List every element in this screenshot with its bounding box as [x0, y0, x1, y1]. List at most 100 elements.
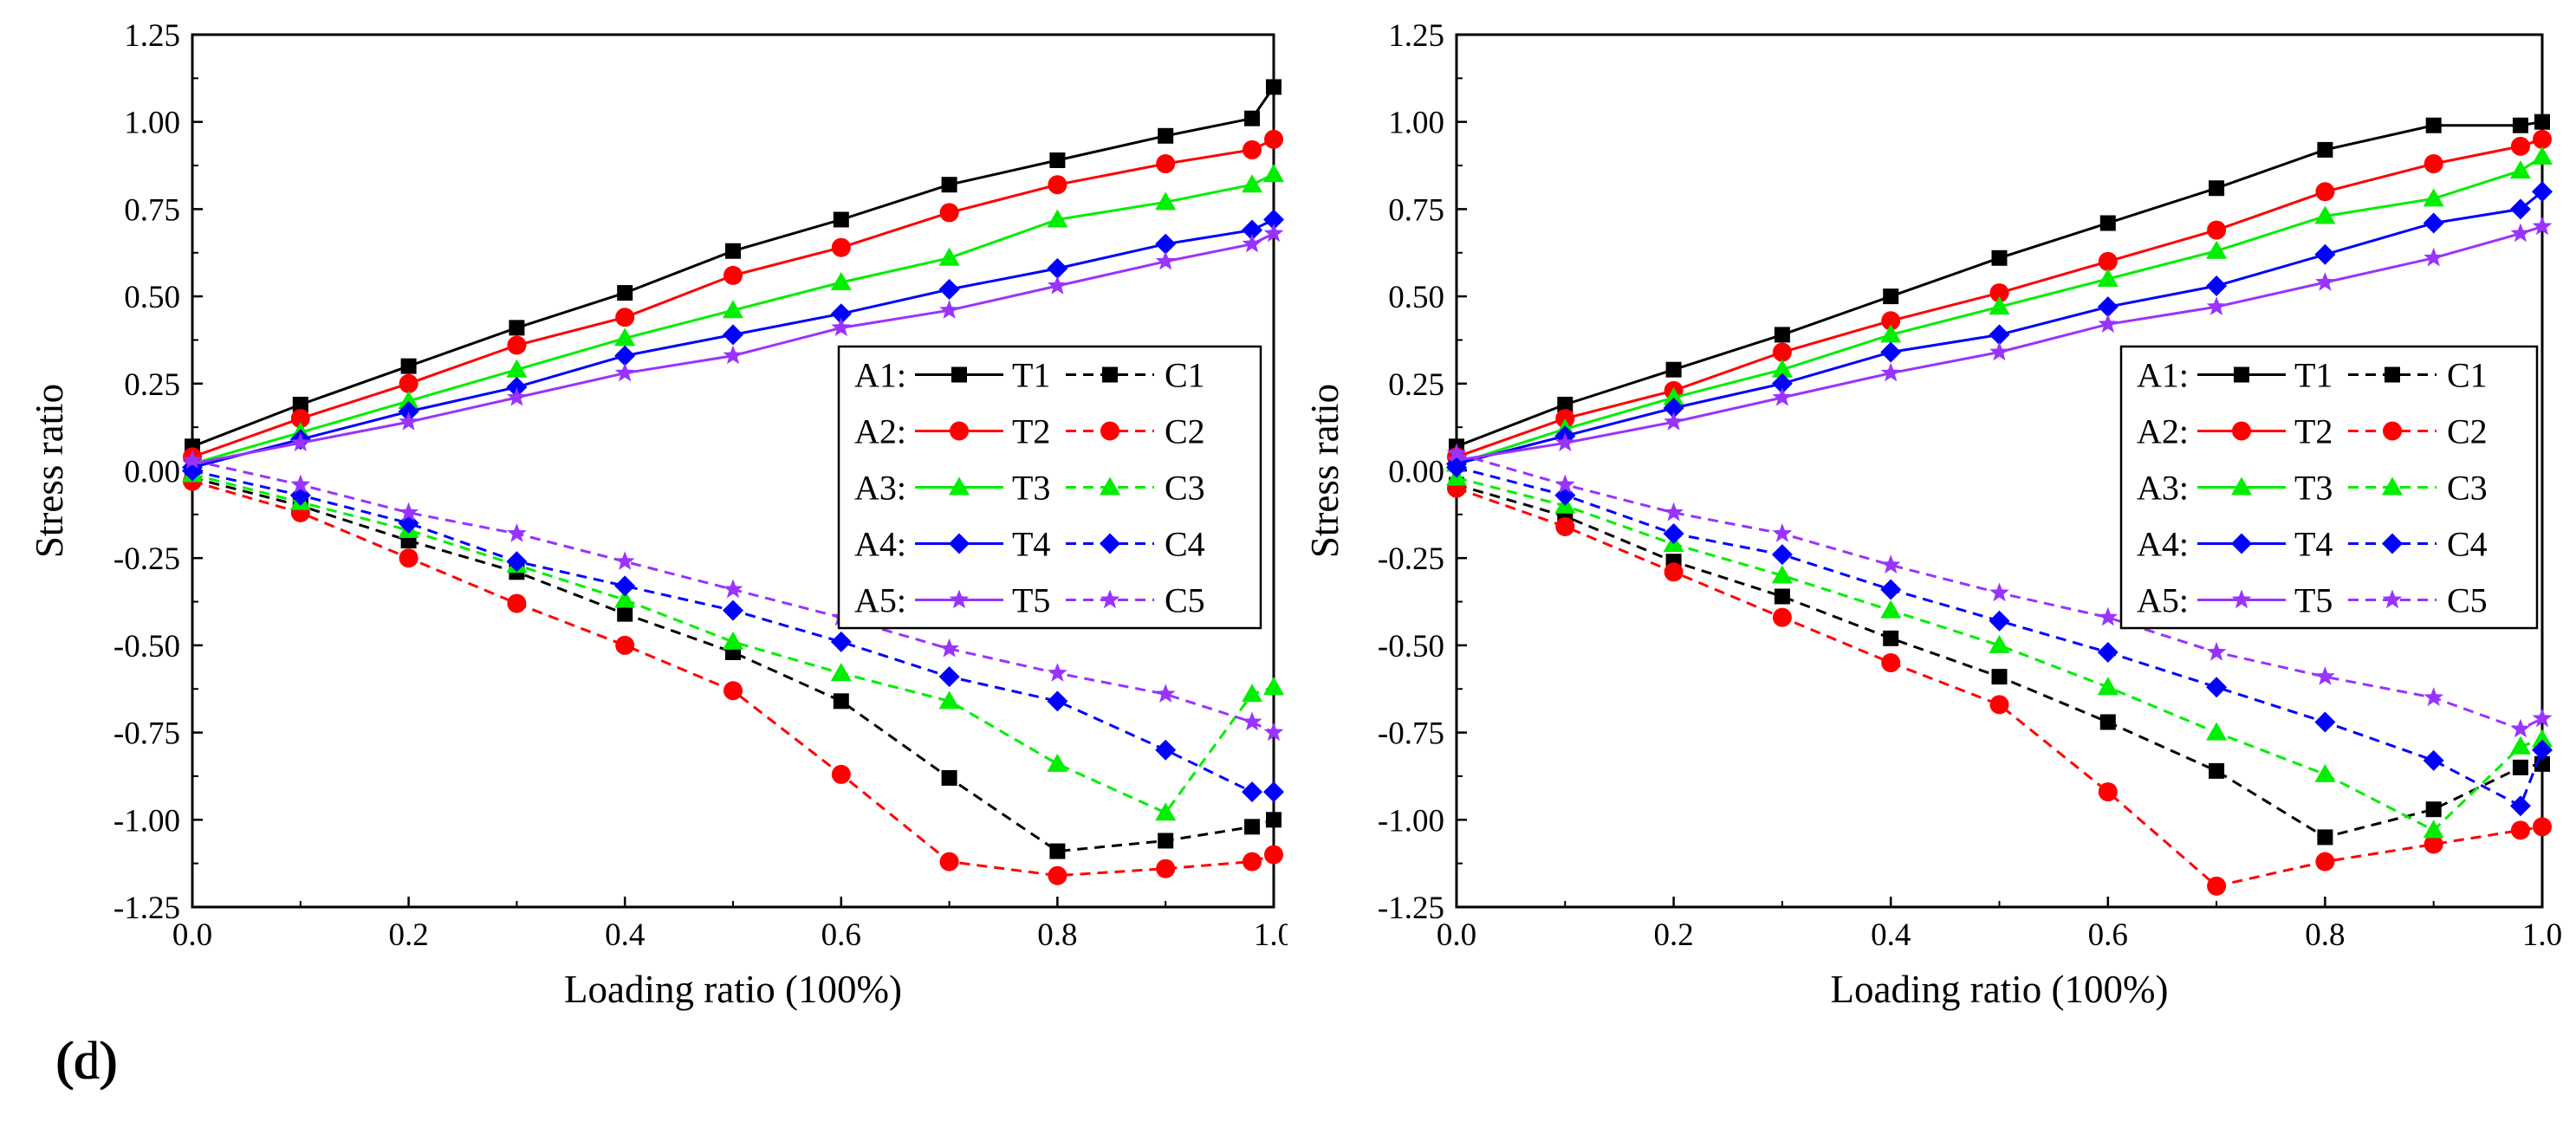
chart-d-ytick-label: -1.25	[1378, 891, 1444, 926]
chart-c-xtick-label: 0.8	[1037, 917, 1077, 953]
chart-c-point-C3	[830, 663, 852, 682]
chart-d-series-T1	[1449, 113, 2550, 455]
chart-c-point-C3	[1155, 802, 1177, 821]
chart-d-ytick-label: 1.25	[1388, 18, 1444, 54]
chart-d-point-C4	[1663, 523, 1684, 545]
chart-c-legend-box	[837, 345, 1262, 630]
chart-c-point-C5	[399, 502, 419, 522]
chart-d-point-T1	[1557, 396, 1574, 412]
chart-d-point-C1	[2317, 829, 2333, 846]
chart-d-ytick-label: 0.75	[1388, 192, 1444, 228]
chart-c-point-T3	[1047, 209, 1068, 228]
chart-c-xtick-label: 0.6	[821, 917, 861, 953]
chart-c-legend-row-label: A3:	[854, 469, 906, 508]
chart-c-point-C5	[507, 523, 527, 542]
chart-c-point-C4	[1047, 690, 1068, 712]
chart-c-point-C4	[723, 599, 743, 621]
chart-c-legend: A1: T1 C1 A2: T2 C2 A3: T3 C3 A4: T4 C4 A5: T5 C5	[837, 345, 1262, 630]
chart-d-point-T1	[2512, 117, 2528, 133]
chart-panel-d: 1.25 1.00 0.75 0.50 0.25 0.00 -0.25 -0.50 -0.75 -…	[1288, 0, 2575, 1134]
chart-d-point-T1	[1883, 288, 1899, 305]
chart-c-legend-row-label: A4:	[854, 525, 906, 564]
chart-c-point-T2	[939, 203, 959, 223]
chart-d-legend-label-T4: T4	[2294, 525, 2333, 564]
chart-c-legend-label-C1: C1	[1165, 356, 1205, 395]
chart-d-legend-marker-C2	[2383, 421, 2402, 441]
chart-c-line-C1	[191, 476, 1275, 853]
chart-d-point-T1	[2534, 113, 2550, 130]
chart-d-line-T4	[1456, 191, 2543, 465]
chart-c-point-C1	[1158, 833, 1174, 849]
chart-c-point-T2	[831, 237, 851, 257]
chart-c-legend-marker-T2	[950, 421, 969, 441]
chart-c-point-T3	[938, 247, 960, 266]
chart-d-point-T5	[2315, 272, 2335, 291]
chart-c-point-C2	[399, 548, 419, 568]
chart-d-point-T2	[2315, 182, 2335, 202]
chart-d-point-C2	[1772, 607, 1792, 627]
chart-d-point-C2	[2098, 782, 2118, 802]
chart-c-legend-label-C2: C2	[1165, 412, 1205, 451]
chart-d-point-C4	[1880, 579, 1902, 600]
chart-c-point-T5	[614, 362, 635, 382]
chart-c-point-T4	[1242, 219, 1263, 241]
chart-d-legend-row-label: A1:	[2137, 356, 2189, 395]
chart-d-point-C1	[1774, 588, 1790, 605]
chart-d-point-C3	[2532, 729, 2553, 748]
chart-c-point-C2	[723, 681, 743, 701]
chart-d-point-C3	[1880, 599, 1902, 619]
chart-c-legend-label-T5: T5	[1012, 581, 1050, 620]
chart-d-point-T5	[2098, 314, 2119, 333]
chart-c-point-C1	[1244, 819, 1261, 835]
chart-c-point-T4	[1047, 257, 1068, 279]
chart-c-line-T2	[191, 138, 1275, 458]
chart-d-line-C3	[1456, 476, 2543, 833]
chart-c-legend-marker-C5	[1100, 589, 1120, 609]
chart-d-legend-marker-C4	[2382, 533, 2403, 554]
chart-c-point-T5	[939, 300, 959, 319]
chart-d-point-C3	[2097, 677, 2119, 696]
chart-d-legend: A1: T1 C1 A2: T2 C2 A3: T3 C3 A4: T4 C4 A5: T5 C5	[2119, 345, 2539, 630]
chart-d-point-C1	[2512, 759, 2528, 775]
chart-d-series-C4	[1446, 457, 2553, 817]
chart-c-legend-label-C3: C3	[1165, 469, 1205, 508]
chart-d-line-T5	[1456, 225, 2543, 462]
chart-d-point-T3	[2423, 188, 2444, 207]
chart-c-xtick-label: 1.0	[1254, 917, 1288, 953]
chart-d-legend-row-label: A3:	[2137, 469, 2189, 508]
chart-c-series-C3	[182, 463, 1284, 821]
chart-c-point-T1	[1158, 127, 1174, 144]
chart-c-series-C2	[183, 471, 1283, 885]
chart-c-point-C5	[614, 551, 635, 570]
chart-d-xlabel: Loading ratio (100%)	[1831, 968, 2169, 1011]
chart-c-point-T4	[614, 345, 636, 366]
chart-d-legend-row-label: A5:	[2137, 581, 2189, 620]
chart-c-legend-row-label: A2:	[854, 412, 906, 451]
chart-c-legend-label-T2: T2	[1012, 412, 1050, 451]
chart-c-point-C2	[831, 764, 851, 784]
chart-c-point-T4	[830, 303, 852, 325]
chart-d-legend-row-label: A4:	[2137, 525, 2189, 564]
chart-d-point-C2	[2533, 817, 2552, 837]
chart-c-point-C1	[1266, 812, 1282, 828]
chart-d-point-C4	[2423, 749, 2444, 771]
chart-c-point-C4	[1263, 781, 1284, 803]
chart-c-point-T2	[1243, 139, 1262, 159]
chart-d-point-C5	[1664, 502, 1684, 522]
chart-c-line-T4	[191, 218, 1275, 469]
chart-c-point-T5	[290, 432, 311, 451]
chart-c-point-C3	[1242, 684, 1263, 703]
chart-d-point-T1	[2317, 141, 2333, 158]
chart-d-point-T3	[1771, 359, 1793, 378]
chart-c-point-T5	[831, 317, 852, 337]
chart-d-legend-label-T2: T2	[2294, 412, 2333, 451]
chart-c-legend-marker-T5	[949, 589, 970, 609]
chart-d-ytick-label: -0.25	[1378, 541, 1444, 577]
chart-c-point-C5	[1048, 663, 1067, 682]
chart-c-point-C2	[1264, 845, 1283, 865]
chart-d-line-C2	[1456, 487, 2543, 888]
chart-c-xtick-label: 0.4	[605, 917, 645, 953]
chart-d-point-T2	[1881, 311, 1901, 331]
chart-d-point-T2	[2098, 251, 2118, 271]
chart-d-point-T5	[1554, 432, 1575, 451]
